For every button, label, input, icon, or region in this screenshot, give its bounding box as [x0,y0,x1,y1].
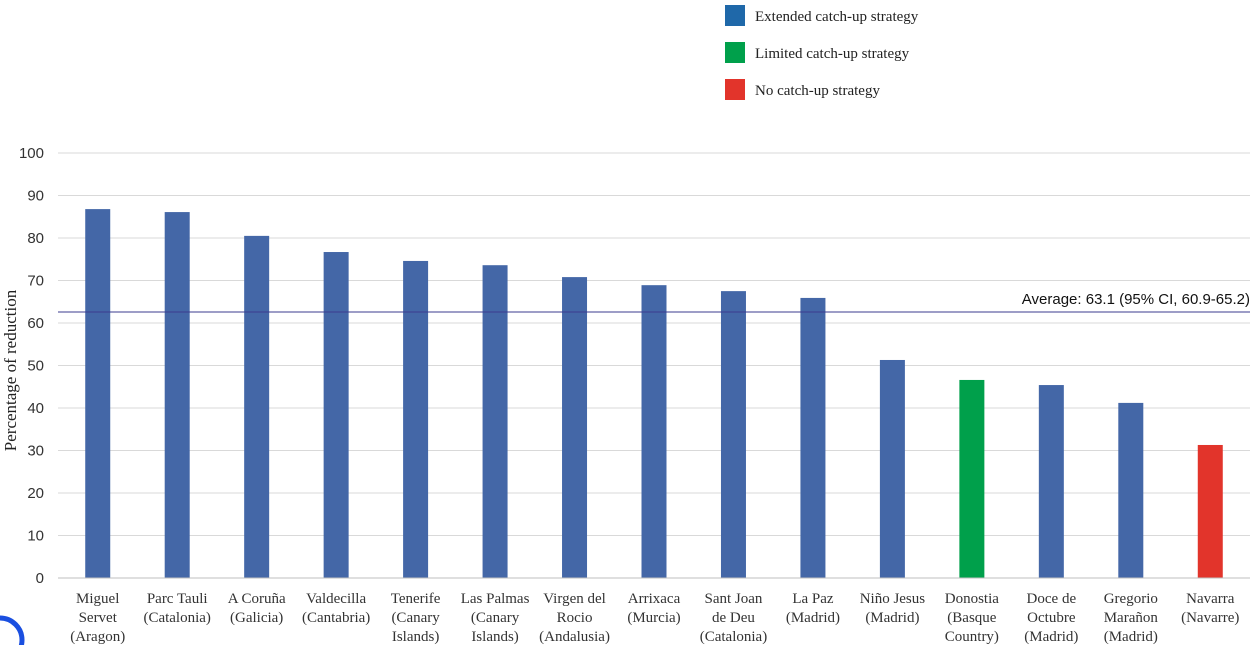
legend-label: Limited catch-up strategy [755,46,910,62]
bar [959,379,985,578]
x-tick-label: (Madrid) [1104,629,1158,645]
y-tick-label: 100 [19,145,44,162]
x-tick-label: (Basque [947,610,996,626]
x-tick-label: (Galicia) [230,610,283,626]
bar [323,252,349,578]
legend-label: No catch-up strategy [755,83,880,99]
y-tick-label: 80 [27,230,44,247]
y-tick-label: 10 [27,528,44,545]
average-label: Average: 63.1 (95% CI, 60.9-65.2) [1022,291,1250,308]
x-tick-label: Las Palmas [461,591,530,607]
x-tick-label: Country) [945,629,999,645]
x-tick-label: Islands) [392,629,440,645]
x-tick-label: (Madrid) [865,610,919,626]
x-tick-label: (Canary [471,610,520,626]
legend-swatch [725,5,745,26]
legend-label: Extended catch-up strategy [755,9,919,25]
x-tick-label: Arrixaca [628,591,681,607]
bar [562,277,588,578]
x-tick-label: Miguel [76,591,119,607]
y-tick-label: 0 [36,570,44,587]
x-tick-label: (Andalusia) [539,629,610,645]
x-tick-label: Tenerife [391,591,441,607]
x-tick-label: Servet [79,610,118,626]
legend-swatch [725,79,745,100]
x-tick-label: La Paz [792,591,834,607]
y-tick-label: 40 [27,400,44,417]
bar [482,265,508,578]
bar [85,209,111,578]
x-tick-label: (Catalonia) [143,610,210,626]
y-axis-label: Percentage of reduction [1,289,20,451]
x-tick-label: Doce de [1027,591,1077,607]
x-tick-label: Valdecilla [306,591,366,607]
x-tick-label: Parc Tauli [147,591,208,607]
badge-icon [0,615,25,645]
x-tick-label: (Madrid) [786,610,840,626]
x-tick-label: Niño Jesus [860,591,926,607]
x-tick-label: A Coruña [228,591,286,607]
x-tick-label: Gregorio [1104,591,1158,607]
x-tick-label: Navarra [1186,591,1235,607]
x-tick-label: (Cantabria) [302,610,370,626]
x-tick-label: Virgen del [543,591,606,607]
bar [641,285,667,578]
x-tick-label: Sant Joan [705,591,763,607]
x-tick-label: Donostia [945,591,1000,607]
x-tick-label: Islands) [471,629,519,645]
bar [164,212,190,578]
bar [800,297,826,578]
x-tick-label: (Murcia) [627,610,680,626]
x-tick-label: de Deu [712,610,755,626]
x-tick-label: Marañon [1104,610,1159,626]
x-tick-label: (Canary [391,610,440,626]
bar [244,235,270,578]
x-tick-label: Rocio [557,610,593,626]
y-tick-label: 50 [27,358,44,375]
bar [403,260,429,578]
legend-swatch [725,42,745,63]
y-tick-label: 30 [27,443,44,460]
bar [1118,402,1144,578]
x-tick-label: Octubre [1027,610,1076,626]
y-tick-label: 70 [27,273,44,290]
bar [720,291,746,578]
y-tick-label: 60 [27,315,44,332]
x-tick-label: (Catalonia) [700,629,767,645]
x-tick-label: (Navarre) [1181,610,1239,626]
x-tick-label: (Madrid) [1024,629,1078,645]
bar [1197,444,1223,578]
y-tick-label: 20 [27,485,44,502]
bar [879,359,905,578]
x-tick-label: (Aragon) [70,629,125,645]
bar [1038,385,1064,578]
y-tick-label: 90 [27,188,44,205]
